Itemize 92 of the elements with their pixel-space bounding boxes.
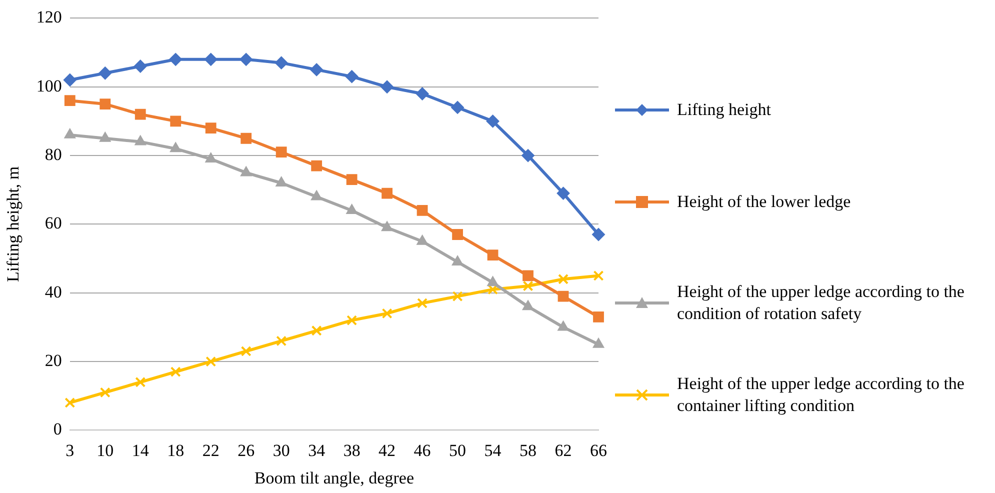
x-tick-label: 58 bbox=[520, 440, 537, 460]
x-tick-label: 62 bbox=[554, 440, 572, 460]
point bbox=[310, 190, 322, 200]
point bbox=[64, 128, 76, 138]
x-tick-label: 66 bbox=[590, 440, 607, 460]
point bbox=[240, 52, 253, 66]
point bbox=[558, 320, 569, 331]
legend-label: Lifting height bbox=[677, 99, 772, 121]
point bbox=[487, 276, 498, 286]
point bbox=[205, 122, 216, 134]
y-tick-label: 120 bbox=[36, 8, 62, 27]
point bbox=[311, 160, 322, 172]
point bbox=[276, 146, 287, 158]
x-tick-label: 34 bbox=[308, 440, 326, 460]
point bbox=[205, 152, 217, 162]
y-axis-title: Lifting height, m bbox=[4, 166, 23, 282]
y-tick-label: 100 bbox=[36, 76, 62, 96]
x-tick-label: 18 bbox=[167, 440, 184, 460]
point bbox=[416, 234, 428, 245]
y-tick-label: 40 bbox=[44, 282, 62, 302]
y-tick-label: 0 bbox=[53, 420, 62, 439]
x-tick-label: 22 bbox=[202, 440, 220, 460]
point bbox=[345, 70, 358, 84]
point bbox=[310, 63, 324, 76]
point bbox=[593, 311, 604, 322]
point bbox=[558, 290, 569, 302]
point bbox=[274, 56, 288, 70]
point bbox=[98, 66, 112, 80]
point bbox=[169, 52, 182, 66]
point bbox=[100, 387, 110, 398]
point bbox=[486, 114, 500, 128]
legend-label: Height of the lower ledge bbox=[677, 191, 852, 213]
point bbox=[240, 346, 252, 356]
point bbox=[100, 98, 111, 110]
point bbox=[417, 298, 428, 308]
point bbox=[452, 229, 463, 240]
point bbox=[382, 188, 393, 199]
x-tick-label: 54 bbox=[484, 440, 502, 460]
x-tick-label: 30 bbox=[272, 440, 290, 460]
point bbox=[63, 74, 76, 86]
point bbox=[134, 108, 146, 120]
point bbox=[276, 336, 287, 346]
point bbox=[522, 280, 534, 292]
point bbox=[592, 228, 605, 241]
point bbox=[134, 135, 146, 146]
x-tick-label: 10 bbox=[96, 440, 114, 460]
point bbox=[64, 95, 76, 106]
point bbox=[487, 250, 498, 261]
point bbox=[522, 300, 534, 310]
point bbox=[346, 315, 358, 326]
x-tick-label: 26 bbox=[238, 440, 255, 460]
point bbox=[206, 356, 216, 367]
x-tick-label: 46 bbox=[414, 440, 431, 460]
point bbox=[240, 166, 252, 176]
point bbox=[380, 80, 394, 94]
x-tick-label: 38 bbox=[343, 440, 360, 460]
point bbox=[593, 270, 604, 281]
y-tick-label: 80 bbox=[44, 145, 62, 164]
point bbox=[558, 274, 569, 284]
point bbox=[522, 270, 534, 282]
point bbox=[556, 186, 570, 200]
legend-label: Height of the upper ledge according to the container lifting condition bbox=[677, 373, 966, 417]
point bbox=[170, 366, 181, 378]
point bbox=[381, 221, 393, 232]
x-tick-label: 42 bbox=[378, 440, 396, 460]
point bbox=[204, 52, 218, 66]
point bbox=[592, 338, 604, 348]
point bbox=[346, 204, 358, 214]
y-tick-label: 60 bbox=[44, 214, 62, 233]
point bbox=[416, 87, 429, 100]
point bbox=[382, 308, 392, 319]
legend-label: Height of the upper ledge according to the condition of rotation safety bbox=[677, 281, 966, 325]
point bbox=[170, 116, 182, 127]
point bbox=[135, 376, 146, 388]
x-tick-label: 50 bbox=[449, 440, 466, 460]
point bbox=[99, 132, 111, 142]
x-axis-title: Boom tilt angle, degree bbox=[254, 468, 414, 488]
point bbox=[522, 149, 535, 162]
point bbox=[276, 176, 288, 186]
point bbox=[452, 255, 464, 266]
point bbox=[452, 291, 463, 302]
point bbox=[451, 100, 464, 114]
point bbox=[170, 142, 182, 152]
point bbox=[416, 205, 428, 216]
point bbox=[240, 132, 252, 144]
x-tick-label: 14 bbox=[132, 440, 150, 460]
y-tick-label: 20 bbox=[44, 351, 62, 370]
point bbox=[64, 397, 76, 408]
point bbox=[311, 325, 322, 336]
point bbox=[134, 60, 147, 73]
x-tick-label: 3 bbox=[66, 440, 74, 460]
point bbox=[346, 174, 358, 186]
